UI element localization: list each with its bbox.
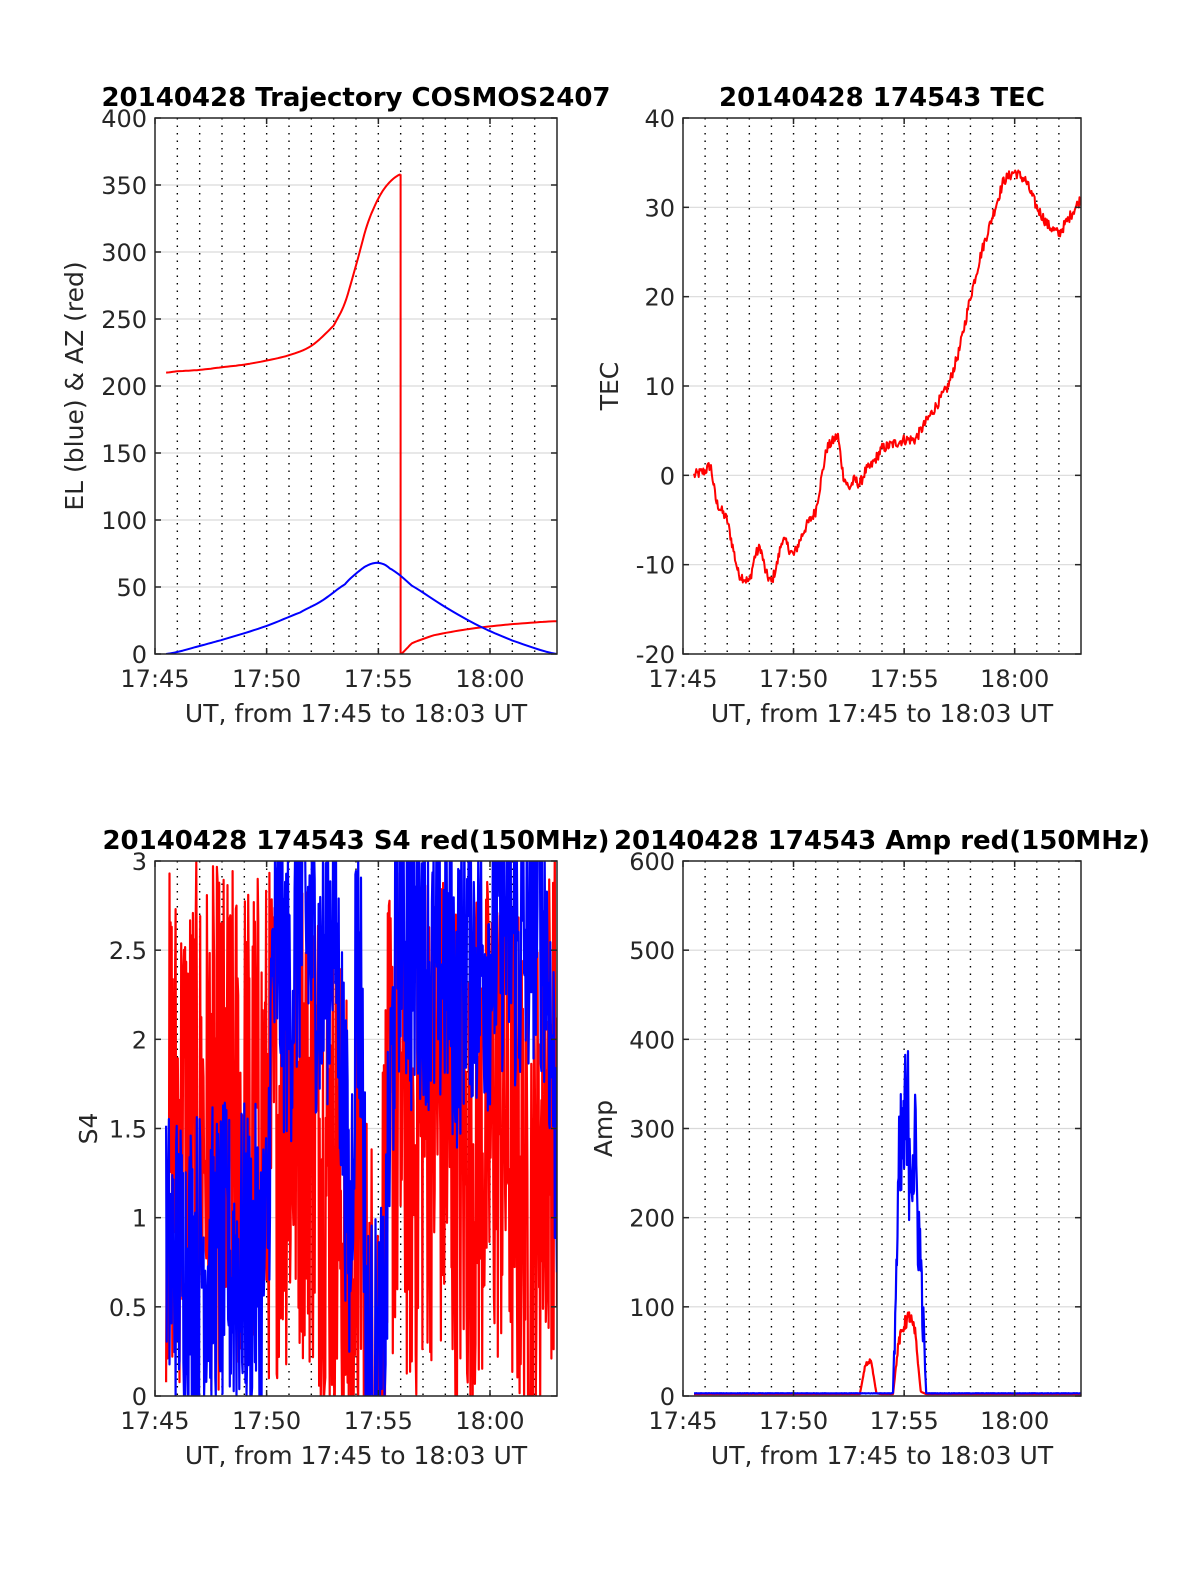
amp-panel: 17:45 17:50 17:55 18:00 0 100 200 300 400 500 6002… bbox=[589, 826, 1150, 1470]
y-tick-label: 150 bbox=[101, 440, 147, 468]
y-tick-label: 30 bbox=[644, 194, 675, 222]
y-tick-label: 350 bbox=[101, 172, 147, 200]
tec-panel: 17:45 17:50 17:55 18:00 -20 -10 0 10 20 30 40 20140… bbox=[595, 83, 1082, 728]
series-line-red bbox=[166, 173, 401, 374]
x-axis-label: UT, from 17:45 to 18:03 UT bbox=[185, 1441, 528, 1470]
y-tick-label: 100 bbox=[101, 507, 147, 535]
y-axis-label: Amp bbox=[589, 1100, 618, 1157]
y-axis-label: S4 bbox=[74, 1113, 103, 1145]
grid bbox=[683, 117, 1081, 655]
y-tick-label: -20 bbox=[636, 641, 675, 669]
x-tick-label: 18:00 bbox=[980, 1407, 1049, 1435]
y-tick-label: 20 bbox=[644, 284, 675, 312]
chart-title: 20140428 Trajectory COSMOS2407 bbox=[101, 83, 610, 113]
y-tick-label: 100 bbox=[629, 1294, 675, 1322]
y-tick-label: 200 bbox=[101, 373, 147, 401]
series-line-blue bbox=[165, 561, 557, 654]
y-axis-label: EL (blue) & AZ (red) bbox=[60, 261, 89, 510]
grid bbox=[683, 860, 1081, 1397]
s4-panel: 17:45 17:50 17:55 18:00 0 0.5 1 1.5 2 2.5 32014042… bbox=[74, 826, 610, 1470]
x-tick-label: 17:55 bbox=[870, 1407, 939, 1435]
series-line-blue bbox=[165, 861, 557, 1396]
y-tick-label: 0 bbox=[660, 462, 675, 490]
series-line-red bbox=[693, 1311, 1081, 1396]
x-tick-label: 17:55 bbox=[344, 665, 413, 693]
plot-area bbox=[693, 1050, 1081, 1396]
chart-title: 20140428 174543 TEC bbox=[719, 83, 1045, 113]
x-tick-label: 17:45 bbox=[120, 665, 189, 693]
x-axis-label: UT, from 17:45 to 18:03 UT bbox=[711, 699, 1054, 728]
y-tick-label: 250 bbox=[101, 306, 147, 334]
x-axis-label: UT, from 17:45 to 18:03 UT bbox=[185, 699, 528, 728]
x-tick-label: 17:55 bbox=[870, 665, 939, 693]
series-line-red bbox=[400, 620, 557, 654]
y-tick-label: 400 bbox=[629, 1026, 675, 1054]
x-tick-label: 18:00 bbox=[980, 665, 1049, 693]
y-tick-label: 500 bbox=[629, 937, 675, 965]
y-tick-label: 10 bbox=[644, 373, 675, 401]
x-tick-label: 17:50 bbox=[232, 665, 301, 693]
y-axis-label: TEC bbox=[595, 362, 624, 412]
x-tick-label: 17:50 bbox=[232, 1407, 301, 1435]
y-tick-label: 2.5 bbox=[109, 937, 147, 965]
plot-area bbox=[693, 169, 1081, 584]
x-tick-label: 17:45 bbox=[120, 1407, 189, 1435]
series-line-blue bbox=[693, 1050, 1081, 1395]
chart-title: 20140428 174543 Amp red(150MHz) bbox=[614, 826, 1150, 856]
x-tick-label: 17:50 bbox=[759, 665, 828, 693]
y-tick-label: 1 bbox=[132, 1205, 147, 1233]
y-tick-label: 50 bbox=[116, 574, 147, 602]
plot-area bbox=[165, 173, 557, 654]
chart-title: 20140428 174543 S4 red(150MHz) bbox=[102, 826, 609, 856]
x-tick-label: 18:00 bbox=[455, 1407, 524, 1435]
y-tick-label: 400 bbox=[101, 105, 147, 133]
y-tick-label: 3 bbox=[132, 848, 147, 876]
x-tick-label: 17:55 bbox=[344, 1407, 413, 1435]
series-line-red bbox=[693, 169, 1081, 584]
x-axis-label: UT, from 17:45 to 18:03 UT bbox=[711, 1441, 1054, 1470]
y-tick-label: 0 bbox=[132, 641, 147, 669]
y-tick-label: 0 bbox=[132, 1383, 147, 1411]
y-tick-label: 200 bbox=[629, 1205, 675, 1233]
y-tick-label: 300 bbox=[629, 1116, 675, 1144]
y-tick-label: 2 bbox=[132, 1026, 147, 1054]
plot-area bbox=[165, 861, 557, 1396]
trajectory-panel: 17:45 17:50 17:55 18:00 0 50 100 150 200 250 300 35… bbox=[60, 83, 611, 728]
y-tick-label: 0.5 bbox=[109, 1294, 147, 1322]
y-tick-label: 600 bbox=[629, 848, 675, 876]
y-tick-label: 0 bbox=[660, 1383, 675, 1411]
x-tick-label: 17:50 bbox=[759, 1407, 828, 1435]
y-tick-label: 300 bbox=[101, 239, 147, 267]
x-tick-label: 18:00 bbox=[455, 665, 524, 693]
y-tick-label: 1.5 bbox=[109, 1116, 147, 1144]
x-tick-label: 17:45 bbox=[648, 1407, 717, 1435]
x-tick-label: 17:45 bbox=[648, 665, 717, 693]
y-tick-label: 40 bbox=[644, 105, 675, 133]
y-tick-label: -10 bbox=[636, 552, 675, 580]
